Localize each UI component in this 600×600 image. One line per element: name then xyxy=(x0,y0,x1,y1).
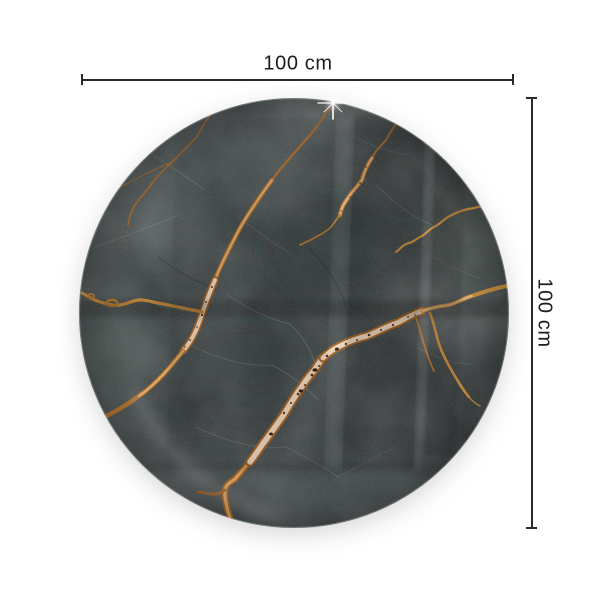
width-dimension-line xyxy=(82,79,513,81)
dimension-tick xyxy=(81,74,83,85)
dimension-tick xyxy=(526,527,537,529)
glass-edge xyxy=(78,97,510,529)
marble-print xyxy=(79,98,509,528)
sparkle-icon xyxy=(317,97,349,120)
height-dimension-line xyxy=(531,98,533,529)
glass-panel-image xyxy=(78,97,510,529)
height-dimension-label: 100 cm xyxy=(533,278,556,348)
dimension-tick xyxy=(512,74,514,85)
width-dimension-label: 100 cm xyxy=(263,52,333,75)
dimension-tick xyxy=(526,97,537,99)
